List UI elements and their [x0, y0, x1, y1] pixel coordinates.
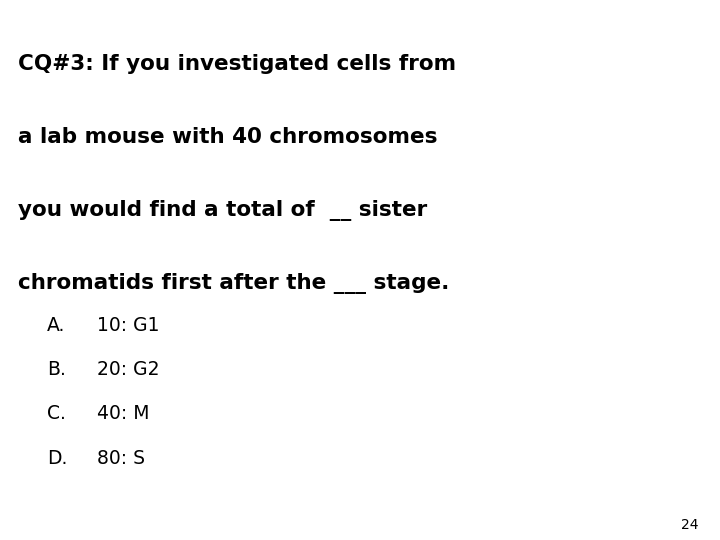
Text: A.: A.: [47, 316, 66, 335]
Text: D.: D.: [47, 449, 67, 468]
Text: 10: G1: 10: G1: [97, 316, 160, 335]
Text: C.: C.: [47, 404, 66, 423]
Text: 40: M: 40: M: [97, 404, 150, 423]
Text: a lab mouse with 40 chromosomes: a lab mouse with 40 chromosomes: [18, 127, 438, 147]
Text: you would find a total of  __ sister: you would find a total of __ sister: [18, 200, 427, 221]
Text: 80: S: 80: S: [97, 449, 145, 468]
Text: chromatids first after the ___ stage.: chromatids first after the ___ stage.: [18, 273, 449, 294]
Text: 20: G2: 20: G2: [97, 360, 160, 379]
Text: B.: B.: [47, 360, 66, 379]
Text: 24: 24: [681, 518, 698, 532]
Text: CQ#3: If you investigated cells from: CQ#3: If you investigated cells from: [18, 54, 456, 74]
